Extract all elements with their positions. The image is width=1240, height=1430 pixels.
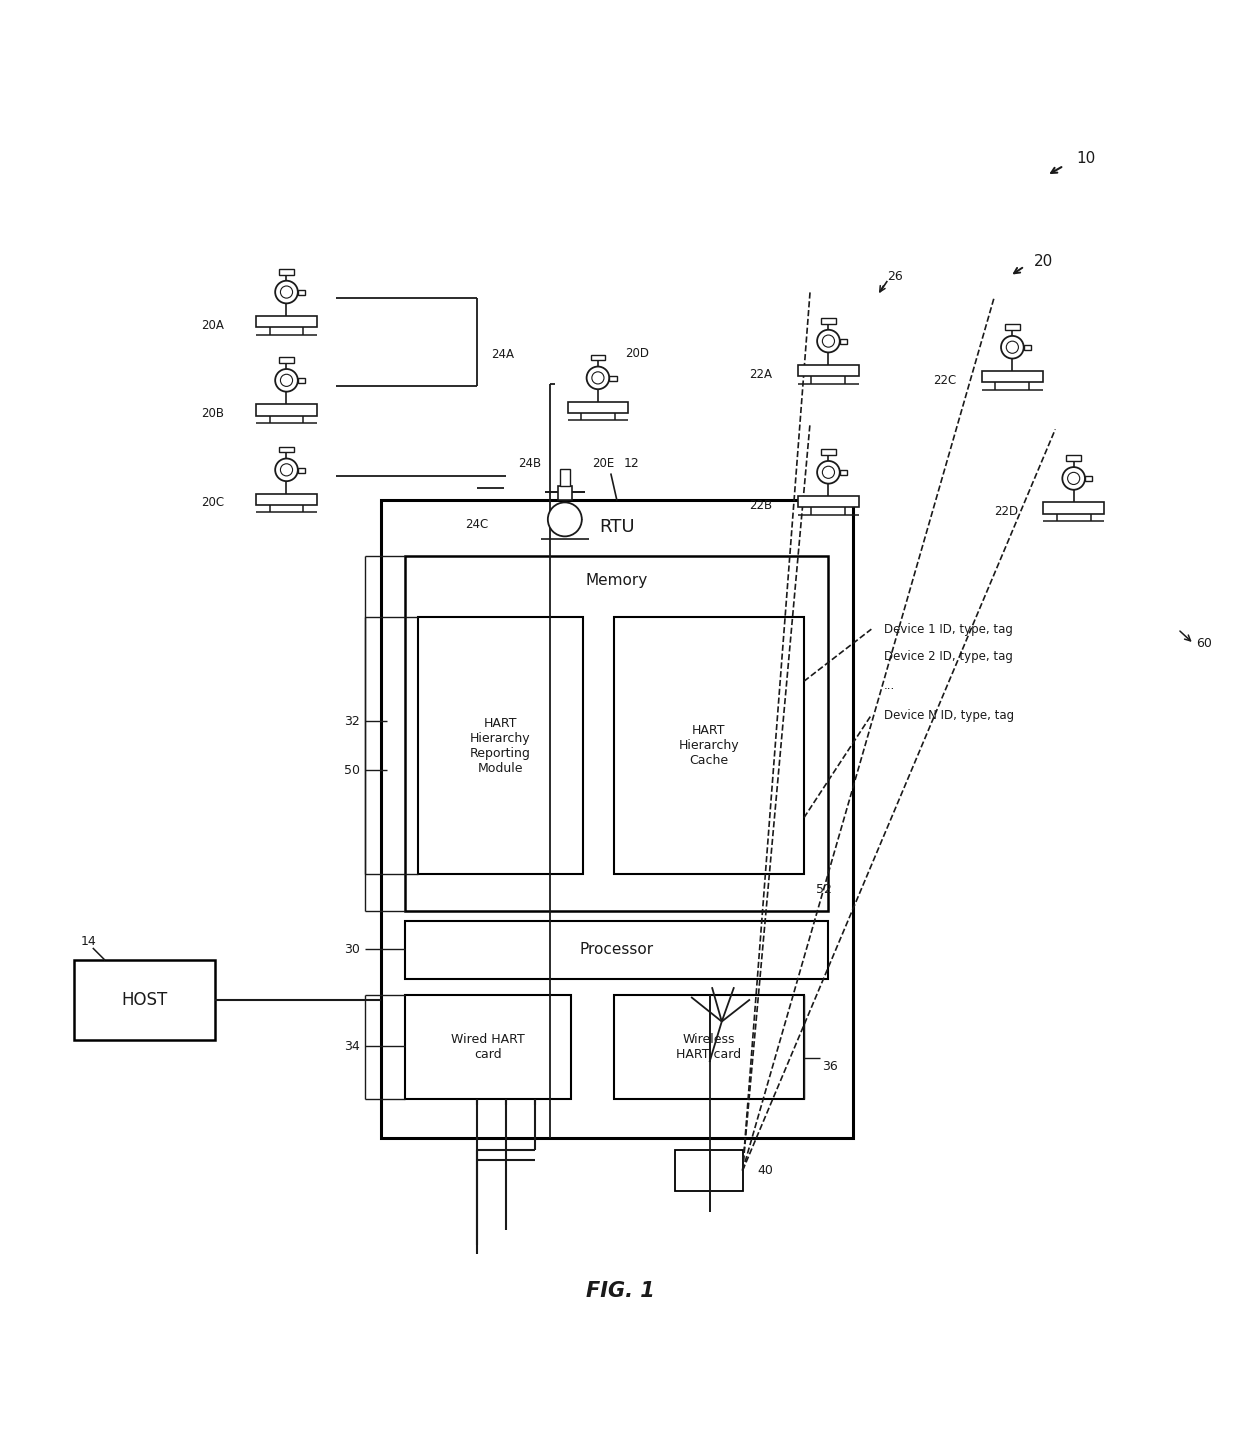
Circle shape xyxy=(548,502,582,536)
Bar xyxy=(590,355,605,360)
Text: 20: 20 xyxy=(1033,255,1053,269)
Text: 24B: 24B xyxy=(518,458,542,470)
Circle shape xyxy=(280,463,293,476)
Bar xyxy=(1066,455,1081,460)
Text: 24C: 24C xyxy=(465,519,489,532)
Text: RTU: RTU xyxy=(599,519,635,536)
Text: HOST: HOST xyxy=(122,991,167,1010)
FancyBboxPatch shape xyxy=(405,921,828,978)
Text: 14: 14 xyxy=(81,935,97,948)
Bar xyxy=(257,493,317,505)
Text: Wireless
HART card: Wireless HART card xyxy=(676,1032,742,1061)
Circle shape xyxy=(1063,468,1085,489)
Circle shape xyxy=(275,280,298,303)
Circle shape xyxy=(1007,342,1018,353)
Circle shape xyxy=(275,459,298,480)
Text: 22A: 22A xyxy=(749,368,771,380)
Circle shape xyxy=(591,372,604,383)
Bar xyxy=(568,402,629,413)
Bar xyxy=(799,365,859,376)
Bar xyxy=(1024,345,1030,350)
Bar xyxy=(821,449,836,455)
Bar xyxy=(609,376,616,380)
Bar xyxy=(982,372,1043,382)
Text: ...: ... xyxy=(884,679,895,692)
Bar xyxy=(257,405,317,416)
Bar xyxy=(298,290,305,295)
Circle shape xyxy=(822,335,835,347)
FancyBboxPatch shape xyxy=(405,994,570,1098)
Bar xyxy=(298,468,305,473)
Text: 24A: 24A xyxy=(491,347,515,360)
Text: 50: 50 xyxy=(343,764,360,776)
Bar xyxy=(1006,325,1019,330)
Text: 20A: 20A xyxy=(201,319,223,332)
FancyBboxPatch shape xyxy=(614,994,804,1098)
Text: Wired HART
card: Wired HART card xyxy=(451,1032,525,1061)
FancyBboxPatch shape xyxy=(418,616,583,874)
Text: 52: 52 xyxy=(816,882,832,895)
Bar xyxy=(839,470,847,475)
FancyBboxPatch shape xyxy=(381,500,853,1138)
Text: 20C: 20C xyxy=(201,496,223,509)
Text: 34: 34 xyxy=(345,1040,360,1052)
Bar xyxy=(799,496,859,508)
Text: 36: 36 xyxy=(822,1061,838,1074)
FancyBboxPatch shape xyxy=(74,960,216,1040)
Bar xyxy=(279,269,294,275)
Text: HART
Hierarchy
Reporting
Module: HART Hierarchy Reporting Module xyxy=(470,716,531,775)
Bar xyxy=(821,317,836,323)
Text: 26: 26 xyxy=(888,269,903,283)
FancyBboxPatch shape xyxy=(614,616,804,874)
Circle shape xyxy=(822,466,835,479)
Text: Device 1 ID, type, tag: Device 1 ID, type, tag xyxy=(884,622,1013,636)
Circle shape xyxy=(275,369,298,392)
Text: 10: 10 xyxy=(1076,150,1096,166)
Circle shape xyxy=(1001,336,1024,359)
Text: 20B: 20B xyxy=(201,408,223,420)
Text: 20D: 20D xyxy=(625,347,649,360)
Text: 30: 30 xyxy=(345,942,360,955)
Bar xyxy=(279,358,294,363)
Text: FIG. 1: FIG. 1 xyxy=(585,1281,655,1301)
Text: Device N ID, type, tag: Device N ID, type, tag xyxy=(884,708,1014,722)
Bar xyxy=(558,486,572,500)
Text: 22C: 22C xyxy=(932,373,956,386)
Text: HART
Hierarchy
Cache: HART Hierarchy Cache xyxy=(678,724,739,766)
Bar xyxy=(257,316,317,327)
Circle shape xyxy=(817,330,839,352)
Text: 20E: 20E xyxy=(591,458,614,470)
Text: 22D: 22D xyxy=(994,505,1018,518)
Text: 12: 12 xyxy=(624,458,640,470)
Bar xyxy=(279,446,294,452)
Bar xyxy=(839,339,847,345)
Bar xyxy=(1085,476,1092,482)
Bar xyxy=(298,379,305,383)
Text: Processor: Processor xyxy=(580,942,653,957)
Text: 22B: 22B xyxy=(749,499,771,512)
Text: 32: 32 xyxy=(345,715,360,728)
FancyBboxPatch shape xyxy=(675,1150,743,1191)
Text: 40: 40 xyxy=(758,1164,774,1177)
Text: Memory: Memory xyxy=(585,572,649,588)
Text: Device 2 ID, type, tag: Device 2 ID, type, tag xyxy=(884,649,1013,662)
Circle shape xyxy=(1068,472,1080,485)
Circle shape xyxy=(817,460,839,483)
Bar xyxy=(1043,502,1104,513)
Circle shape xyxy=(587,366,609,389)
FancyBboxPatch shape xyxy=(405,556,828,911)
Bar xyxy=(560,469,569,486)
Circle shape xyxy=(280,375,293,386)
Circle shape xyxy=(280,286,293,297)
Text: 60: 60 xyxy=(1197,638,1213,651)
